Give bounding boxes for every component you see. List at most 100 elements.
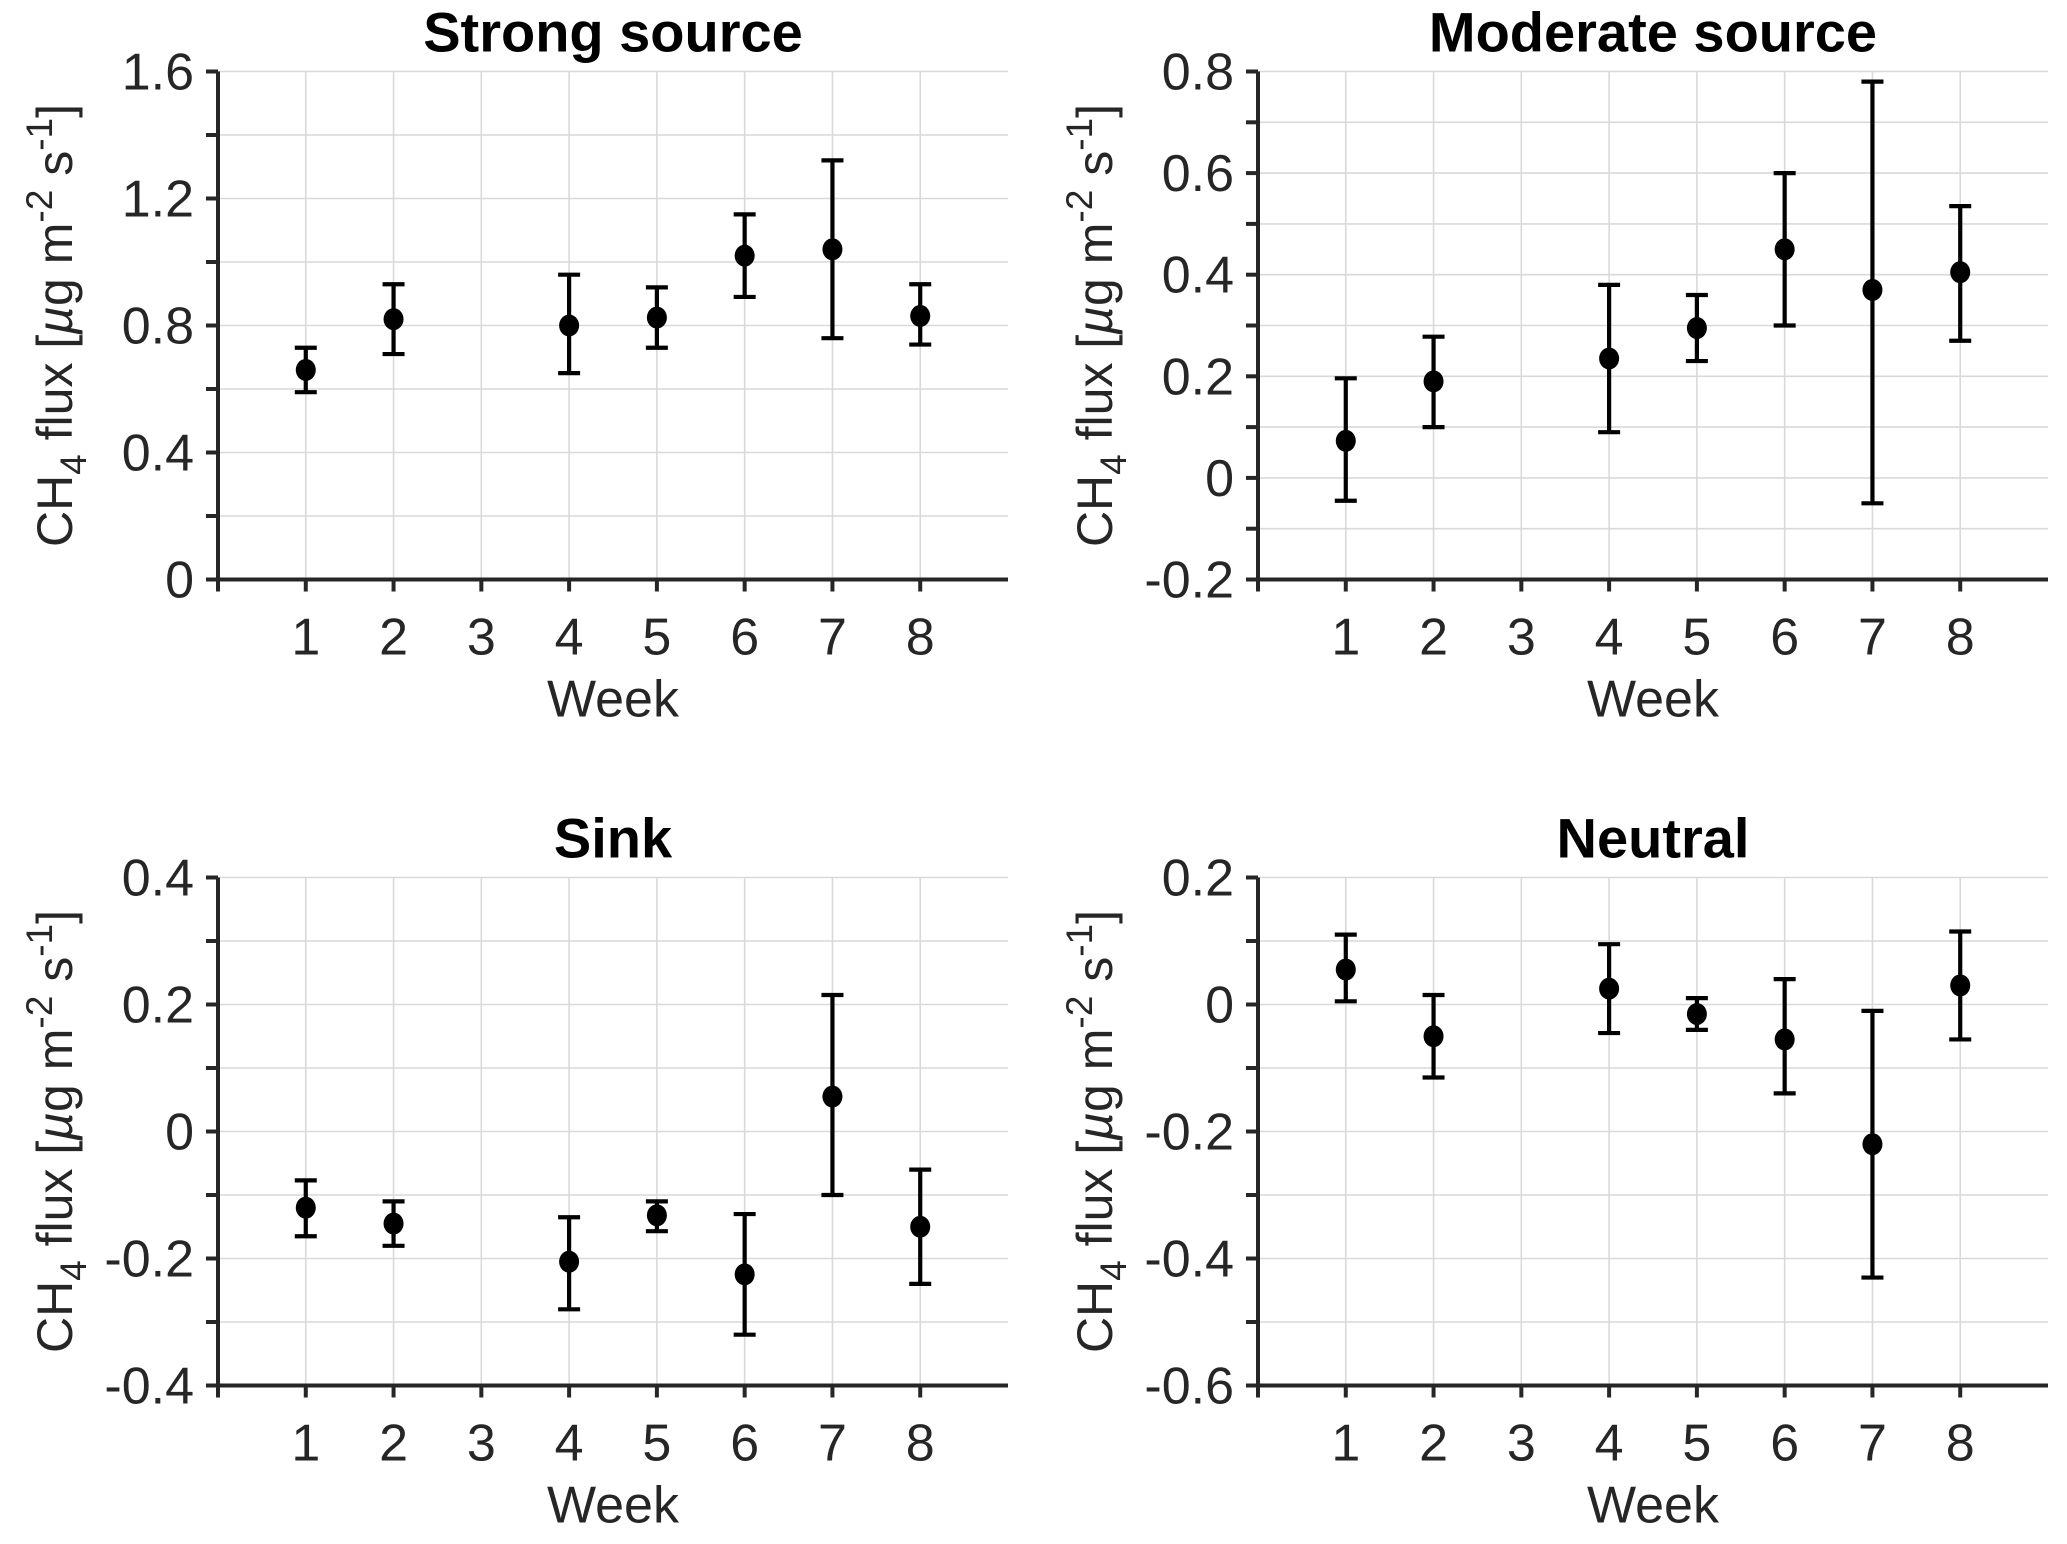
y-axis-label-segment: s xyxy=(27,151,83,190)
data-point-marker xyxy=(646,1204,667,1227)
y-axis-label-segment: s xyxy=(1067,957,1123,996)
y-axis-label-segment: s xyxy=(1067,151,1123,190)
y-tick-label: 0.8 xyxy=(122,298,194,356)
data-point-marker xyxy=(1335,429,1356,452)
y-axis-label-segment: µ xyxy=(27,306,83,336)
x-tick-label: 6 xyxy=(1770,1415,1799,1473)
x-tick-label: 3 xyxy=(467,1415,496,1473)
y-tick-label: 1.2 xyxy=(122,171,194,229)
data-point-marker xyxy=(822,238,843,261)
y-tick-label: -0.2 xyxy=(1144,552,1234,610)
y-axis-label-segment: -1 xyxy=(1059,924,1100,957)
y-axis-label-segment: -2 xyxy=(19,996,60,1029)
y-axis-label-segment: -1 xyxy=(19,924,60,957)
y-axis-label-segment: µ xyxy=(1067,1112,1123,1142)
y-tick-label: 0 xyxy=(165,552,194,610)
data-point-marker xyxy=(383,1212,404,1235)
data-point-marker xyxy=(1423,1025,1444,1048)
x-tick-label: 3 xyxy=(1507,1415,1536,1473)
y-axis-label-segment: ] xyxy=(1067,104,1123,118)
y-tick-label: 0.2 xyxy=(122,977,194,1035)
y-tick-label: 0.4 xyxy=(122,850,194,908)
panel-title: Sink xyxy=(554,807,673,870)
data-point-marker xyxy=(734,1263,755,1286)
x-tick-label: 4 xyxy=(1595,609,1624,667)
x-tick-label: 4 xyxy=(1595,1415,1624,1473)
data-point-marker xyxy=(646,306,667,329)
y-axis-label-segment: ] xyxy=(27,910,83,924)
y-axis-label-segment: -2 xyxy=(1059,996,1100,1029)
x-tick-label: 2 xyxy=(1419,609,1448,667)
y-axis-label-segment: flux [ xyxy=(27,335,83,455)
x-tick-label: 4 xyxy=(555,609,584,667)
data-point-marker xyxy=(822,1085,843,1108)
x-tick-label: 5 xyxy=(1682,609,1711,667)
y-axis-label-segment: -1 xyxy=(19,118,60,151)
x-tick-label: 8 xyxy=(1946,609,1975,667)
y-axis-label-segment: flux [ xyxy=(1067,1141,1123,1261)
data-point-marker xyxy=(1862,1133,1883,1156)
data-point-marker xyxy=(910,1215,931,1238)
x-tick-label: 7 xyxy=(1858,1415,1887,1473)
y-axis-label-segment: ] xyxy=(1067,910,1123,924)
y-axis-label-segment: CH xyxy=(1067,1281,1123,1353)
y-tick-label: -0.4 xyxy=(104,1358,194,1416)
y-tick-label: 0.2 xyxy=(1162,348,1234,406)
y-axis-label-segment: 4 xyxy=(1093,1260,1134,1281)
y-axis-label-segment: -2 xyxy=(19,190,60,223)
data-point-marker xyxy=(1686,317,1707,340)
y-axis-label: CH4 flux [µg m-2 s-1] xyxy=(19,910,94,1353)
data-point-marker xyxy=(1686,1003,1707,1026)
data-point-marker xyxy=(1774,238,1795,261)
y-tick-label: 0.4 xyxy=(1162,247,1234,305)
x-tick-label: 6 xyxy=(1770,609,1799,667)
y-tick-label: 0.6 xyxy=(1162,145,1234,203)
y-axis-label-segment: ] xyxy=(27,104,83,118)
y-axis-label-segment: g m xyxy=(1067,1029,1123,1112)
data-point-marker xyxy=(383,308,404,331)
y-axis-label-segment: g m xyxy=(27,223,83,306)
x-tick-label: 2 xyxy=(379,1415,408,1473)
data-point-marker xyxy=(910,304,931,327)
y-axis-label: CH4 flux [µg m-2 s-1] xyxy=(1059,104,1134,547)
x-tick-label: 4 xyxy=(555,1415,584,1473)
data-point-marker xyxy=(1950,974,1971,997)
x-axis-label: Week xyxy=(1587,671,1720,729)
x-tick-label: 1 xyxy=(1331,609,1360,667)
panel-title: Neutral xyxy=(1557,807,1750,870)
y-axis-label-segment: flux [ xyxy=(27,1141,83,1261)
y-axis-label-segment: flux [ xyxy=(1067,335,1123,455)
data-point-marker xyxy=(559,1250,580,1273)
data-point-marker xyxy=(295,358,316,381)
y-axis-label: CH4 flux [µg m-2 s-1] xyxy=(19,104,94,547)
y-axis-label-segment: CH xyxy=(27,1281,83,1353)
y-tick-label: 0.8 xyxy=(1162,44,1234,102)
x-tick-label: 7 xyxy=(818,1415,847,1473)
y-axis-label-segment: -2 xyxy=(1059,190,1100,223)
data-point-marker xyxy=(1335,958,1356,981)
y-tick-label: 1.6 xyxy=(122,44,194,102)
y-axis-label-segment: CH xyxy=(27,475,83,547)
y-axis-label-segment: 4 xyxy=(1093,454,1134,475)
y-axis-label-segment: µ xyxy=(1067,306,1123,336)
x-tick-label: 3 xyxy=(1507,609,1536,667)
x-tick-label: 5 xyxy=(1682,1415,1711,1473)
panel-title: Strong source xyxy=(423,1,803,64)
data-point-marker xyxy=(559,314,580,337)
x-tick-label: 7 xyxy=(818,609,847,667)
y-tick-label: -0.2 xyxy=(104,1231,194,1289)
data-point-marker xyxy=(1950,261,1971,284)
y-axis-label-segment: s xyxy=(27,957,83,996)
data-point-marker xyxy=(1774,1028,1795,1051)
x-axis-label: Week xyxy=(1587,1477,1720,1535)
y-axis-label-segment: CH xyxy=(1067,475,1123,547)
y-tick-label: -0.4 xyxy=(1144,1231,1234,1289)
x-tick-label: 7 xyxy=(1858,609,1887,667)
data-point-marker xyxy=(295,1196,316,1219)
x-tick-label: 5 xyxy=(642,609,671,667)
y-axis-label-segment: µ xyxy=(27,1112,83,1142)
y-axis-label-segment: g m xyxy=(27,1029,83,1112)
x-tick-label: 1 xyxy=(1331,1415,1360,1473)
